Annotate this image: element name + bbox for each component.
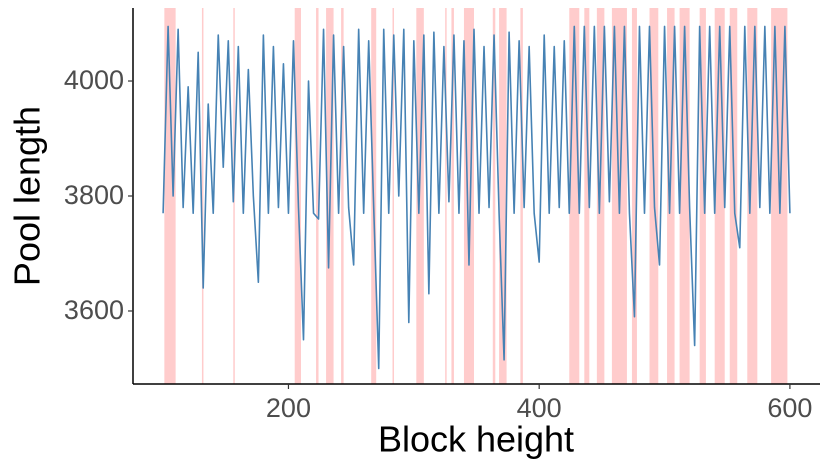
highlight-band [679, 8, 690, 384]
highlight-band [392, 8, 395, 384]
highlight-band [631, 8, 637, 384]
y-tick-label: 3600 [64, 295, 124, 325]
highlight-band [569, 8, 580, 384]
highlight-band [445, 8, 447, 384]
highlight-band [520, 8, 523, 384]
x-axis-title: Block height [378, 419, 574, 460]
highlight-band [699, 8, 706, 384]
highlight-band [499, 8, 507, 384]
y-tick-label: 4000 [64, 65, 124, 95]
highlight-band [584, 8, 590, 384]
highlight-band [316, 8, 319, 384]
highlight-band [341, 8, 344, 384]
highlight-band [451, 8, 454, 384]
x-tick-label: 600 [767, 393, 812, 423]
highlight-band [492, 8, 496, 384]
x-tick-label: 200 [266, 393, 311, 423]
y-axis-title: Pool length [7, 106, 48, 286]
highlight-band [164, 8, 176, 384]
highlight-band [747, 8, 758, 384]
data-line [162, 25, 791, 370]
x-tick-label: 400 [517, 393, 562, 423]
y-tick-label: 3800 [64, 180, 124, 210]
highlight-band [463, 8, 474, 384]
highlight-band [201, 8, 204, 384]
highlight-band [714, 8, 725, 384]
